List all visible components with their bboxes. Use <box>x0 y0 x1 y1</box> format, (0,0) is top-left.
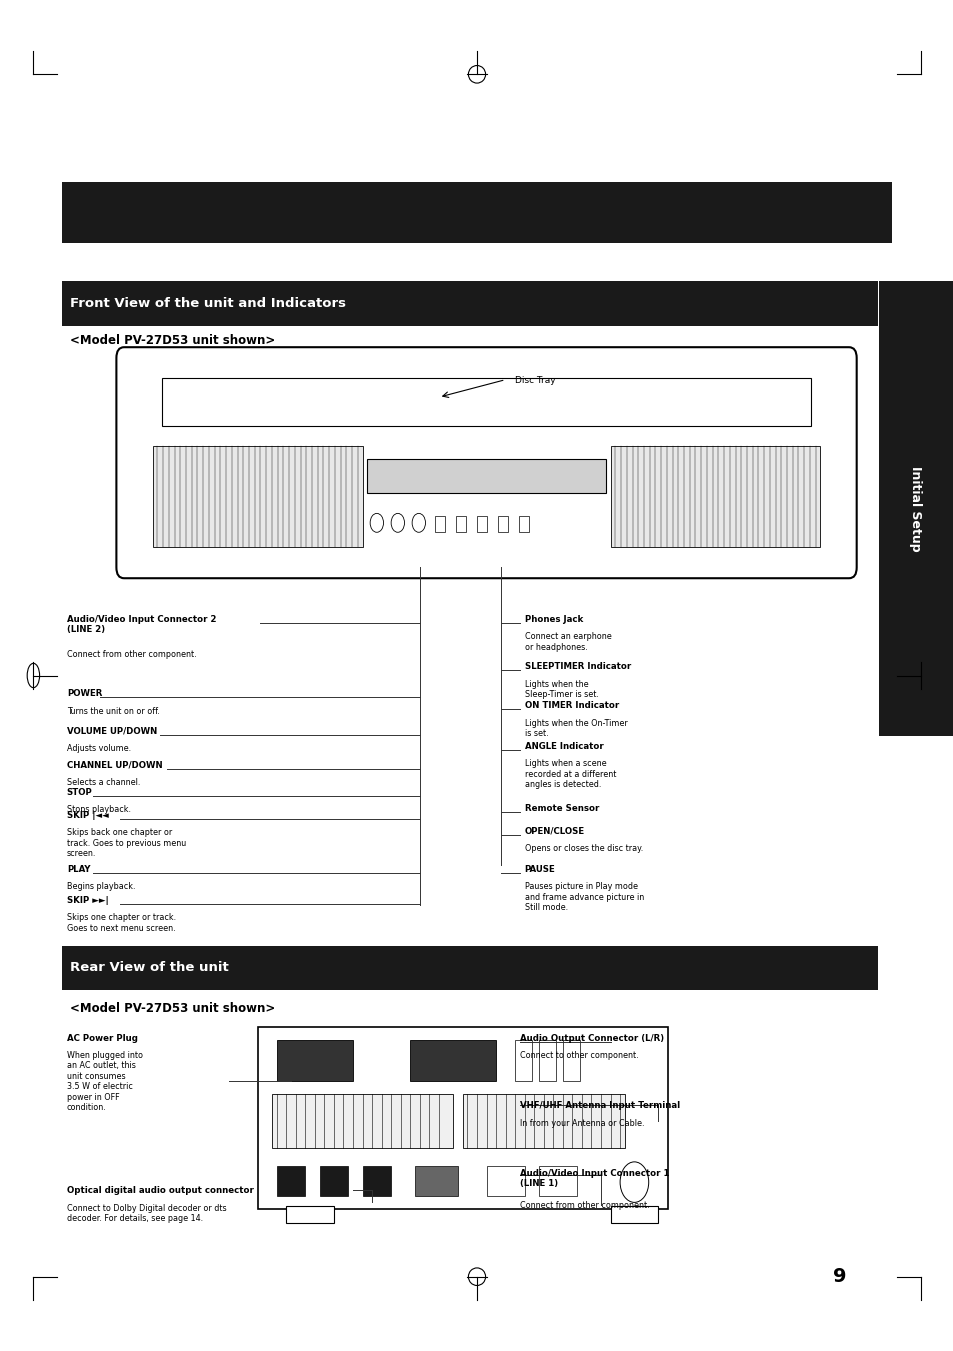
Bar <box>610 1206 658 1223</box>
Bar <box>62 281 877 326</box>
Text: AC Power Plug: AC Power Plug <box>67 1034 137 1043</box>
Text: Opens or closes the disc tray.: Opens or closes the disc tray. <box>524 844 642 854</box>
Bar <box>435 516 444 532</box>
Text: Adjusts volume.: Adjusts volume. <box>67 744 131 754</box>
Circle shape <box>619 1162 648 1202</box>
Text: When plugged into
an AC outlet, this
unit consumes
3.5 W of electric
power in OF: When plugged into an AC outlet, this uni… <box>67 1051 143 1112</box>
Bar <box>276 1040 353 1081</box>
Text: SKIP ►►|: SKIP ►►| <box>67 896 109 905</box>
Bar <box>286 1206 334 1223</box>
Text: Remote Sensor: Remote Sensor <box>524 804 598 813</box>
Text: SKIP |◄◄: SKIP |◄◄ <box>67 811 109 820</box>
Text: SLEEPTIMER Indicator: SLEEPTIMER Indicator <box>524 662 630 671</box>
Text: PAUSE: PAUSE <box>524 865 555 874</box>
Text: Begins playback.: Begins playback. <box>67 882 135 892</box>
Text: Lights when the
Sleep-Timer is set.: Lights when the Sleep-Timer is set. <box>524 680 598 698</box>
FancyBboxPatch shape <box>116 347 856 578</box>
Text: Skips one chapter or track.
Goes to next menu screen.: Skips one chapter or track. Goes to next… <box>67 913 175 932</box>
Text: Connect from other component.: Connect from other component. <box>519 1201 649 1210</box>
Text: Connect to Dolby Digital decoder or dts
decoder. For details, see page 14.: Connect to Dolby Digital decoder or dts … <box>67 1204 226 1223</box>
Text: <Model PV-27D53 unit shown>: <Model PV-27D53 unit shown> <box>70 1002 274 1016</box>
Text: 9: 9 <box>832 1267 845 1286</box>
Text: <Model PV-27D53 unit shown>: <Model PV-27D53 unit shown> <box>70 334 274 347</box>
Bar <box>415 1166 457 1196</box>
Text: Selects a channel.: Selects a channel. <box>67 778 140 788</box>
Text: ANGLE Indicator: ANGLE Indicator <box>524 742 603 751</box>
Bar <box>538 1040 556 1081</box>
Text: OPEN/CLOSE: OPEN/CLOSE <box>524 827 584 836</box>
Circle shape <box>391 513 404 532</box>
Text: Audio/Video Input Connector 1
(LINE 1): Audio/Video Input Connector 1 (LINE 1) <box>519 1169 669 1188</box>
Text: CHANNEL UP/DOWN: CHANNEL UP/DOWN <box>67 761 162 770</box>
Text: Rear View of the unit: Rear View of the unit <box>70 962 228 974</box>
Text: Connect an earphone
or headphones.: Connect an earphone or headphones. <box>524 632 611 651</box>
Text: Lights when the On-Timer
is set.: Lights when the On-Timer is set. <box>524 719 627 738</box>
Circle shape <box>370 513 383 532</box>
Text: In from your Antenna or Cable.: In from your Antenna or Cable. <box>519 1119 644 1128</box>
Bar <box>497 516 507 532</box>
Text: Disc Tray: Disc Tray <box>515 376 556 385</box>
Text: VOLUME UP/DOWN: VOLUME UP/DOWN <box>67 727 157 736</box>
Bar <box>486 1166 524 1196</box>
Bar <box>518 516 528 532</box>
Bar <box>276 1166 305 1196</box>
Bar <box>162 378 810 426</box>
Text: Stops playback.: Stops playback. <box>67 805 131 815</box>
Bar <box>257 1027 667 1209</box>
Bar <box>62 182 891 243</box>
Bar <box>878 281 953 736</box>
Text: PLAY: PLAY <box>67 865 91 874</box>
Text: Connect to other component.: Connect to other component. <box>519 1051 638 1061</box>
Text: Optical digital audio output connector: Optical digital audio output connector <box>67 1186 253 1196</box>
Bar <box>319 1166 348 1196</box>
Bar <box>272 1094 453 1148</box>
Bar <box>610 446 820 547</box>
Text: Initial Setup: Initial Setup <box>908 466 922 551</box>
Text: Turns the unit on or off.: Turns the unit on or off. <box>67 707 159 716</box>
Bar <box>515 1040 532 1081</box>
Bar <box>410 1040 496 1081</box>
Bar <box>367 459 605 493</box>
Bar <box>152 446 362 547</box>
Bar <box>538 1166 577 1196</box>
Bar <box>462 1094 624 1148</box>
Circle shape <box>412 513 425 532</box>
Text: Connect from other component.: Connect from other component. <box>67 650 196 659</box>
Text: POWER: POWER <box>67 689 102 698</box>
Bar <box>362 1166 391 1196</box>
Text: Audio/Video Input Connector 2
(LINE 2): Audio/Video Input Connector 2 (LINE 2) <box>67 615 216 634</box>
Text: ON TIMER Indicator: ON TIMER Indicator <box>524 701 618 711</box>
Text: STOP: STOP <box>67 788 92 797</box>
Text: VHF/UHF Antenna Input Terminal: VHF/UHF Antenna Input Terminal <box>519 1101 679 1111</box>
Text: Audio Output Connector (L/R): Audio Output Connector (L/R) <box>519 1034 663 1043</box>
Bar <box>476 516 486 532</box>
Bar <box>62 946 877 990</box>
Bar <box>456 516 465 532</box>
Bar <box>562 1040 579 1081</box>
Text: Phones Jack: Phones Jack <box>524 615 582 624</box>
Text: Skips back one chapter or
track. Goes to previous menu
screen.: Skips back one chapter or track. Goes to… <box>67 828 186 858</box>
Text: Pauses picture in Play mode
and frame advance picture in
Still mode.: Pauses picture in Play mode and frame ad… <box>524 882 643 912</box>
Text: Front View of the unit and Indicators: Front View of the unit and Indicators <box>70 297 345 309</box>
Text: Lights when a scene
recorded at a different
angles is detected.: Lights when a scene recorded at a differ… <box>524 759 616 789</box>
